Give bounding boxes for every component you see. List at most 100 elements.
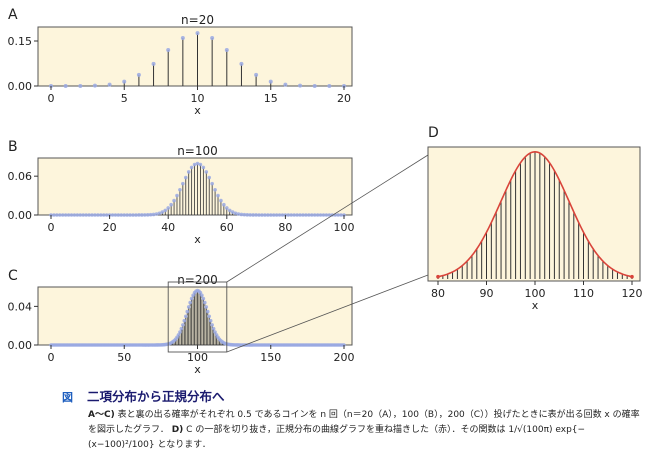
data-point xyxy=(254,213,258,217)
data-point xyxy=(145,213,150,217)
caption-figure-tag: 図 xyxy=(62,391,73,404)
panel-title: n=20 xyxy=(181,13,214,27)
caption-title: 二項分布から正規分布へ xyxy=(87,389,225,404)
y-tick-label: 0.04 xyxy=(8,300,33,313)
data-point xyxy=(213,330,217,334)
data-point xyxy=(207,314,212,319)
curve-end-right xyxy=(630,274,634,279)
x-tick-label: 40 xyxy=(161,221,175,234)
data-point xyxy=(75,213,80,217)
x-axis-label: x xyxy=(194,363,201,376)
data-point xyxy=(283,82,288,87)
data-point xyxy=(318,213,323,217)
data-point xyxy=(81,213,86,217)
data-point xyxy=(304,213,308,217)
data-point xyxy=(66,213,71,217)
x-tick-label: 200 xyxy=(334,351,355,364)
data-point xyxy=(87,213,91,217)
data-point xyxy=(119,213,124,217)
data-point xyxy=(140,213,144,217)
data-point xyxy=(205,309,210,314)
caption-d-text: C の一部を切り抜き，正規分布の曲線グラフを重ね描きした（赤）．その関数は 1/… xyxy=(88,425,586,450)
data-point xyxy=(57,213,62,217)
data-point xyxy=(260,213,264,217)
data-point xyxy=(312,213,317,217)
data-point xyxy=(99,213,103,217)
zoom-connector-bottom xyxy=(226,274,429,353)
data-point xyxy=(175,193,179,198)
data-point xyxy=(216,193,220,198)
data-point xyxy=(172,198,176,203)
data-point xyxy=(181,323,185,327)
data-point xyxy=(295,213,299,217)
x-tick-label: 110 xyxy=(573,287,594,300)
data-point xyxy=(182,318,187,323)
panel-letter: D xyxy=(428,125,439,141)
data-point xyxy=(49,83,53,88)
data-point xyxy=(183,175,188,180)
data-point xyxy=(321,213,326,217)
data-point xyxy=(242,212,247,217)
data-point xyxy=(315,213,320,217)
data-point xyxy=(136,72,141,77)
data-point xyxy=(245,213,250,217)
zoom-box xyxy=(167,281,228,353)
x-tick-label: 100 xyxy=(334,221,355,234)
x-tick-label: 120 xyxy=(622,287,643,300)
data-point xyxy=(176,333,181,337)
x-tick-label: 20 xyxy=(103,221,117,234)
data-point xyxy=(137,213,141,217)
data-point xyxy=(277,213,282,217)
curve-end-left xyxy=(436,274,440,279)
data-point xyxy=(230,210,235,214)
data-point xyxy=(239,212,244,217)
caption-abc-text: 表と裏の出る確率がそれぞれ 0.5 であるコインを n 回（n＝20（A），10… xyxy=(88,410,640,435)
data-point xyxy=(327,213,332,217)
data-point xyxy=(122,213,127,217)
data-point xyxy=(274,213,279,217)
x-tick-label: 5 xyxy=(121,92,128,105)
plot-area xyxy=(37,157,353,216)
data-point xyxy=(69,213,74,217)
data-point xyxy=(134,213,138,217)
data-point xyxy=(203,300,207,305)
caption-header: 図 二項分布から正規分布へ xyxy=(62,386,642,405)
data-point xyxy=(84,213,88,217)
data-point xyxy=(342,83,346,88)
data-point xyxy=(289,213,294,217)
data-point xyxy=(198,162,203,167)
x-tick-label: 150 xyxy=(260,351,281,364)
data-point xyxy=(271,213,276,217)
data-point xyxy=(224,47,229,52)
data-point xyxy=(101,213,106,217)
data-point xyxy=(211,326,216,331)
data-point xyxy=(195,161,200,166)
data-point xyxy=(181,181,185,186)
normal-curve xyxy=(437,151,633,278)
data-point xyxy=(157,211,162,216)
data-point xyxy=(78,83,83,88)
x-tick-label: 90 xyxy=(480,287,494,300)
data-point xyxy=(213,187,217,192)
data-point xyxy=(186,170,191,174)
data-point xyxy=(189,296,194,301)
y-tick-label: 0.15 xyxy=(8,35,33,48)
x-tick-label: 100 xyxy=(525,287,546,300)
data-point xyxy=(266,213,270,217)
x-tick-label: 80 xyxy=(431,287,445,300)
data-point xyxy=(52,213,56,217)
data-point xyxy=(280,213,285,217)
data-point xyxy=(78,213,83,217)
data-point xyxy=(268,213,273,217)
data-point xyxy=(92,83,97,88)
data-point xyxy=(113,213,118,217)
panel-title: n=200 xyxy=(177,273,218,287)
data-point xyxy=(93,213,97,217)
panel-letter: C xyxy=(8,268,18,284)
data-point xyxy=(219,198,223,203)
data-point xyxy=(179,326,184,331)
data-point xyxy=(301,213,305,217)
